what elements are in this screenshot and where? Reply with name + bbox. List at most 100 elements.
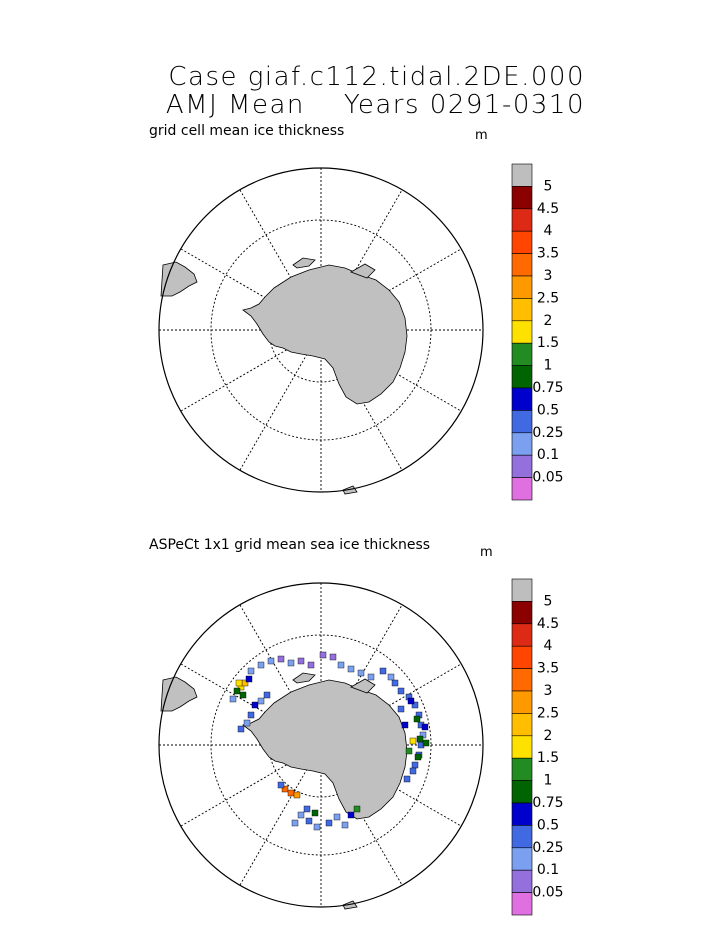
colorbar-swatch xyxy=(511,432,533,456)
ice-observation-cell xyxy=(413,715,421,723)
colorbar-tick-label: 5 xyxy=(544,593,553,609)
ice-observation-cell xyxy=(247,667,255,675)
map2-ice-observations xyxy=(229,651,430,831)
ice-observation-cell xyxy=(243,719,251,727)
ice-observation-cell xyxy=(422,739,430,747)
colorbar-tick-label: 0.1 xyxy=(537,447,559,463)
colorbar-tick-label: 0.75 xyxy=(532,380,563,396)
ice-observation-cell xyxy=(407,697,415,705)
ice-observation-cell xyxy=(237,725,245,733)
ice-observation-cell xyxy=(263,691,271,699)
colorbar-swatch xyxy=(511,825,533,849)
title-period: AMJ Mean Years 0291-0310 xyxy=(165,90,585,120)
colorbar-swatch xyxy=(511,578,533,602)
colorbar-swatch xyxy=(511,320,533,344)
ice-observation-cell xyxy=(347,811,355,819)
ice-observation-cell xyxy=(421,723,429,731)
ice-observation-cell xyxy=(297,657,305,665)
colorbar-swatch xyxy=(511,645,533,669)
colorbar-tick-label: 1.5 xyxy=(537,335,559,351)
ice-observation-cell xyxy=(287,789,295,797)
colorbar-swatch xyxy=(511,365,533,389)
colorbar-swatch xyxy=(511,892,533,916)
ice-observation-cell xyxy=(391,679,399,687)
ice-observation-cell xyxy=(401,721,409,729)
map-panel-2 xyxy=(158,582,484,910)
panel2-label: ASPeCt 1x1 grid mean sea ice thickness xyxy=(149,537,431,553)
ice-observation-cell xyxy=(257,697,265,705)
ice-observation-cell xyxy=(409,737,417,745)
colorbar-swatch xyxy=(511,186,533,210)
ice-observation-cell xyxy=(281,785,289,793)
colorbar-tick-label: 4.5 xyxy=(537,201,559,217)
colorbar-tick-label: 3 xyxy=(544,268,553,284)
ice-observation-cell xyxy=(311,809,319,817)
colorbar-tick-label: 0.75 xyxy=(532,795,563,811)
colorbar-tick-label: 2 xyxy=(544,313,553,329)
colorbar-tick-label: 4 xyxy=(544,638,553,654)
map-panel-1 xyxy=(158,167,484,495)
ice-observation-cell xyxy=(233,687,241,695)
colorbar-swatch xyxy=(511,623,533,647)
colorbar-tick-label: 1 xyxy=(544,773,553,789)
colorbar-tick-label: 0.25 xyxy=(532,840,563,856)
ice-observation-cell xyxy=(341,821,349,829)
ice-observation-cell xyxy=(414,753,422,761)
ice-observation-cell xyxy=(251,701,259,709)
colorbar-tick-label: 0.5 xyxy=(537,402,559,418)
colorbar-tick-label: 3.5 xyxy=(537,246,559,262)
colorbar-tick-label: 3.5 xyxy=(537,661,559,677)
colorbar-swatch xyxy=(511,780,533,804)
map2-island xyxy=(342,900,358,910)
ice-observation-cell xyxy=(235,679,243,687)
colorbar-swatch xyxy=(511,298,533,322)
colorbar-swatch xyxy=(511,690,533,714)
colorbar-swatch xyxy=(511,342,533,366)
ice-observation-cell xyxy=(293,791,301,799)
colorbar-swatch xyxy=(511,869,533,893)
colorbar-tick-label: 2.5 xyxy=(537,705,559,721)
ice-observation-cell xyxy=(379,667,387,675)
colorbar-tick-label: 0.1 xyxy=(537,862,559,878)
colorbar-swatch xyxy=(511,163,533,187)
colorbar-swatch xyxy=(511,208,533,232)
ice-observation-cell xyxy=(229,695,237,703)
ice-observation-cell xyxy=(403,775,411,783)
ice-observation-cell xyxy=(411,761,419,769)
panel2-unit: m xyxy=(480,545,493,560)
ice-observation-cell xyxy=(416,735,424,743)
ice-observation-cell xyxy=(387,673,395,681)
map2-outline xyxy=(158,582,484,908)
colorbar-swatch xyxy=(511,713,533,737)
colorbar-tick-label: 5 xyxy=(544,178,553,194)
ice-observation-cell xyxy=(277,781,285,789)
ice-observation-cell xyxy=(325,819,333,827)
ice-observation-cell xyxy=(297,811,305,819)
colorbar-swatch xyxy=(511,275,533,299)
ice-observation-cell xyxy=(319,651,327,659)
ice-observation-cell xyxy=(245,675,253,683)
colorbar-tick-label: 3 xyxy=(544,683,553,699)
colorbar-tick-label: 0.5 xyxy=(537,817,559,833)
colorbar-swatch xyxy=(511,477,533,501)
ice-observation-cell xyxy=(257,661,265,669)
map1-island xyxy=(342,485,358,495)
ice-observation-cell xyxy=(267,657,275,665)
ice-observation-cell xyxy=(305,817,313,825)
ice-observation-cell xyxy=(333,813,341,821)
ice-observation-cell xyxy=(303,805,311,813)
ice-observation-cell xyxy=(313,823,321,831)
ice-observation-cell xyxy=(367,673,375,681)
panel1-label: grid cell mean ice thickness xyxy=(149,123,345,139)
ice-observation-cell xyxy=(239,691,247,699)
colorbar-swatch xyxy=(511,735,533,759)
colorbar-swatch xyxy=(511,668,533,692)
ice-observation-cell xyxy=(409,767,417,775)
colorbar-1: 5 4.5 4 3.5 3 2.5 2 1.5 1 0.75 0.5 0.25 0.1 0.05 xyxy=(511,163,564,501)
colorbar-swatch xyxy=(511,410,533,434)
colorbar-swatch xyxy=(511,601,533,625)
panel1-unit: m xyxy=(475,128,488,143)
ice-observation-cell xyxy=(411,701,419,709)
ice-observation-cell xyxy=(247,711,255,719)
ice-observation-cell xyxy=(329,653,337,661)
